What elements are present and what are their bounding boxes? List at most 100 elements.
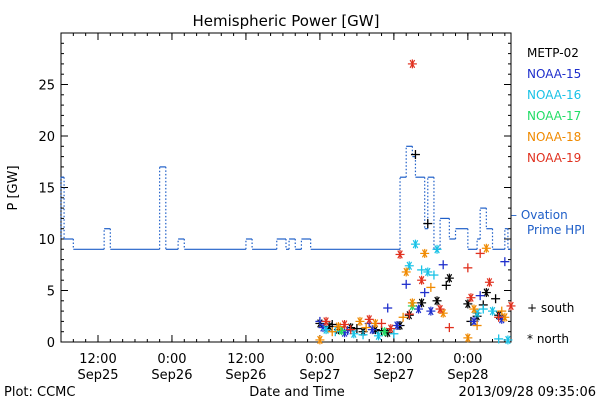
x-tick-time-label: 0:00 <box>453 352 482 367</box>
y-tick-label: 15 <box>38 182 55 197</box>
north-marker <box>349 329 359 339</box>
south-marker <box>410 150 420 160</box>
north-marker <box>410 239 420 249</box>
north-marker <box>506 301 516 311</box>
south-marker <box>423 219 433 229</box>
north-marker <box>417 275 427 285</box>
south-marker <box>475 248 485 258</box>
x-tick-day-label: Sep25 <box>77 368 118 383</box>
north-marker <box>355 316 365 326</box>
chart-title: Hemispheric Power [GW] <box>193 12 380 30</box>
south-marker <box>475 291 485 301</box>
x-tick-time-label: 12:00 <box>227 352 264 367</box>
south-marker <box>478 304 488 314</box>
south-marker <box>327 327 337 337</box>
south-marker <box>352 324 362 334</box>
footer-plot-source: Plot: CCMC <box>4 385 75 400</box>
north-marker <box>438 308 448 318</box>
north-marker <box>407 298 417 308</box>
y-tick-label: 10 <box>38 233 55 248</box>
north-marker <box>432 296 442 306</box>
legend-entry: NOAA-17 <box>527 109 581 123</box>
south-marker <box>398 312 408 322</box>
x-tick-day-label: Sep26 <box>151 368 192 383</box>
south-marker <box>444 323 454 333</box>
south-marker <box>472 321 482 331</box>
x-tick-time-label: 0:00 <box>157 352 186 367</box>
south-marker <box>389 329 399 339</box>
y-tick-label: 20 <box>38 130 55 145</box>
x-tick-day-label: Sep26 <box>225 368 266 383</box>
north-marker <box>395 249 405 259</box>
x-tick-day-label: Sep27 <box>299 368 340 383</box>
north-marker <box>469 316 479 326</box>
south-marker <box>404 309 414 319</box>
x-axis: 12:00Sep250:00Sep2612:00Sep260:00Sep2712… <box>60 33 506 383</box>
north-marker <box>469 304 479 314</box>
y-tick-label: 0 <box>47 336 55 351</box>
south-marker <box>401 279 411 289</box>
north-marker <box>503 335 513 345</box>
x-tick-time-label: 12:00 <box>79 352 116 367</box>
south-marker <box>429 270 439 280</box>
north-marker <box>380 327 390 337</box>
north-marker <box>364 314 374 324</box>
north-marker <box>333 322 343 332</box>
legend-entry: NOAA-16 <box>527 88 581 102</box>
north-marker <box>481 243 491 253</box>
south-marker <box>491 294 501 304</box>
north-marker <box>373 331 383 341</box>
legend-north-marker: * north <box>527 332 569 346</box>
south-marker <box>358 330 368 340</box>
north-marker <box>435 304 445 314</box>
north-marker <box>386 324 396 334</box>
legend-entry: NOAA-19 <box>527 151 581 165</box>
ovation-legend-line2: Prime HPI <box>527 223 585 237</box>
north-marker <box>392 321 402 331</box>
plot-area <box>60 32 512 343</box>
north-marker <box>340 319 350 329</box>
ovation-line <box>60 145 511 250</box>
north-marker <box>488 306 498 316</box>
north-marker <box>484 277 494 287</box>
legend-south-marker: + south <box>527 301 574 315</box>
south-marker <box>494 334 504 344</box>
north-marker <box>414 304 424 314</box>
north-marker <box>481 288 491 298</box>
y-axis-label: P [GW] <box>6 165 21 210</box>
south-marker <box>426 282 436 292</box>
south-marker <box>383 303 393 313</box>
y-tick-label: 25 <box>38 79 55 94</box>
north-marker <box>444 273 454 283</box>
south-marker <box>361 323 371 333</box>
legend-entry: NOAA-18 <box>527 130 581 144</box>
legend-entry: METP-02 <box>527 46 579 60</box>
north-marker <box>420 248 430 258</box>
x-tick-day-label: Sep27 <box>373 368 414 383</box>
north-marker <box>321 325 331 335</box>
north-marker <box>432 244 442 254</box>
north-marker <box>321 316 331 326</box>
legend: METP-02 NOAA-15 NOAA-16 NOAA-17 NOAA-18 NOAA-… <box>511 46 585 346</box>
y-tick-label: 5 <box>47 285 55 300</box>
north-marker <box>426 306 436 316</box>
north-marker <box>417 298 427 308</box>
ovation-legend-line1: – Ovation <box>511 208 568 222</box>
plot-frame <box>60 32 512 343</box>
south-marker <box>438 260 448 270</box>
north-marker <box>401 267 411 277</box>
south-marker <box>494 312 504 322</box>
x-tick-time-label: 0:00 <box>305 352 334 367</box>
footer-timestamp: 2013/09/28 09:35:06 <box>459 385 596 400</box>
south-marker <box>463 263 473 273</box>
south-marker <box>420 288 430 298</box>
x-tick-day-label: Sep28 <box>447 368 488 383</box>
north-marker <box>472 308 482 318</box>
south-marker <box>441 280 451 290</box>
south-marker <box>417 265 427 275</box>
north-marker <box>466 293 476 303</box>
x-axis-label: Date and Time <box>249 385 345 400</box>
north-marker <box>423 267 433 277</box>
south-marker <box>497 306 507 316</box>
